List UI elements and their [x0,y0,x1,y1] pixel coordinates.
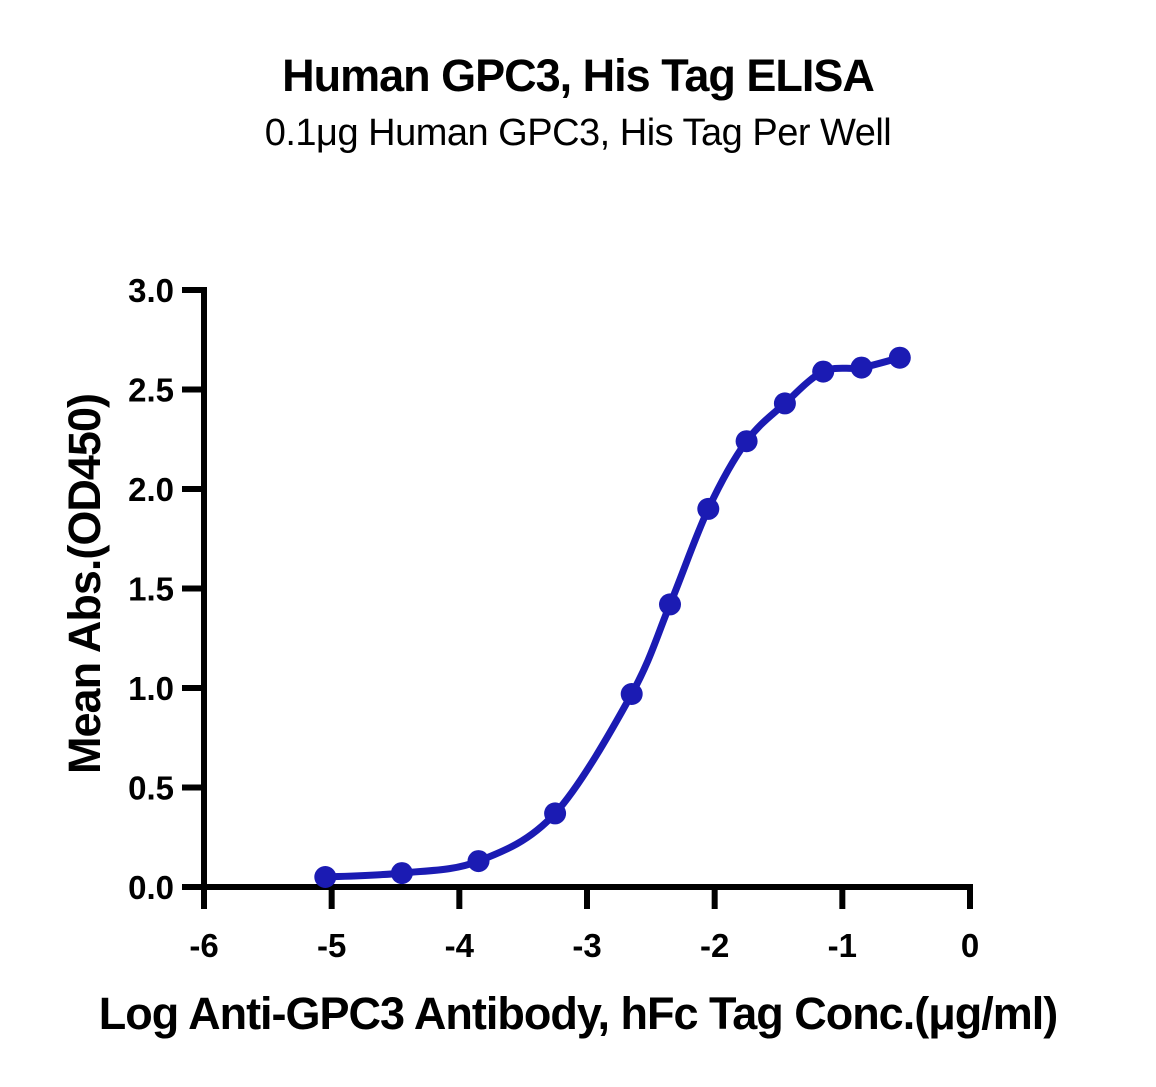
data-point [620,683,643,705]
x-tick-label: -3 [572,927,601,964]
y-tick-label: 3.0 [128,272,174,309]
data-point [467,850,490,873]
y-tick-label: 0.0 [128,869,174,906]
x-tick-label: -5 [317,927,346,964]
data-point [697,497,720,520]
data-point [735,430,758,453]
y-tick-label: 1.0 [128,670,174,707]
data-point [659,593,681,616]
data-point [773,392,796,415]
x-tick-label: -2 [700,927,729,964]
data-point [544,802,567,825]
data-point [888,346,911,369]
x-tick-label: -1 [828,927,857,964]
y-tick-label: 0.5 [128,770,174,807]
data-point [390,862,413,885]
x-tick-label: -4 [445,927,475,964]
x-tick-label: 0 [961,927,979,964]
chart-subtitle: 0.1μg Human GPC3, His Tag Per Well [264,112,892,154]
x-axis-label: Log Anti-GPC3 Antibody, hFc Tag Conc.(μg… [98,988,1058,1039]
y-tick-label: 2.0 [128,471,174,508]
data-point [314,866,337,888]
chart-title: Human GPC3, His Tag ELISA [282,50,875,101]
y-tick-label: 1.5 [128,571,174,608]
data-point [812,360,835,383]
x-tick-label: -6 [189,927,218,964]
data-point [850,356,873,379]
y-tick-label: 2.5 [128,372,174,409]
dose-response-curve [321,354,904,881]
